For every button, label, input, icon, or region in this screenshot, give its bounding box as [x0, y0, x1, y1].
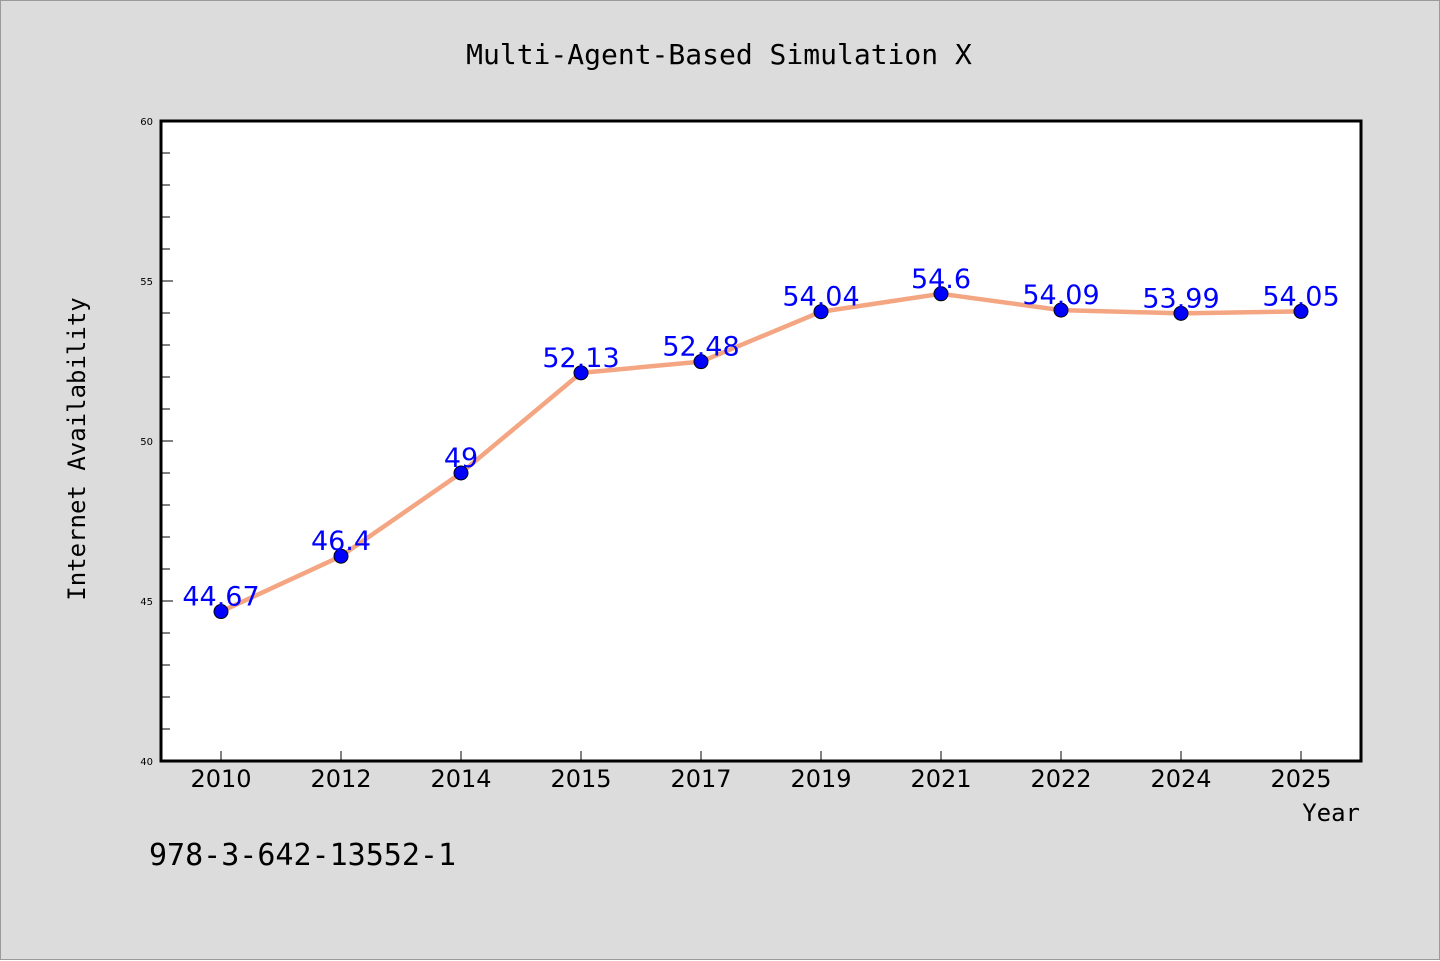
data-label: 44.67: [182, 582, 259, 613]
data-label: 54.09: [1022, 280, 1099, 311]
x-tick-label: 2014: [430, 765, 491, 793]
y-axis-label: Internet Availability: [63, 297, 91, 600]
x-tick-label: 2024: [1150, 765, 1211, 793]
data-label: 52.13: [542, 343, 619, 374]
y-tick-label: 60: [140, 117, 153, 128]
x-tick-label: 2015: [550, 765, 611, 793]
plot-frame: [159, 119, 1363, 763]
chart-title: Multi-Agent-Based Simulation X: [466, 38, 972, 71]
data-label: 54.05: [1262, 281, 1339, 312]
data-label: 46.4: [311, 526, 371, 557]
footer-isbn-text: 978-3-642-13552-1: [149, 838, 456, 873]
data-point: [213, 604, 229, 620]
data-point: [933, 286, 949, 302]
x-tick-label: 2012: [310, 765, 371, 793]
plot-area: [161, 121, 1361, 761]
data-point: [1173, 305, 1189, 321]
x-axis-label: Year: [1302, 799, 1360, 827]
y-tick-label: 55: [140, 277, 153, 288]
x-tick-label: 2017: [670, 765, 731, 793]
x-tick-label: 2019: [790, 765, 851, 793]
x-tick-label: 2021: [910, 765, 971, 793]
data-label: 54.6: [911, 264, 971, 295]
x-tick-label: 2025: [1270, 765, 1331, 793]
data-point: [813, 304, 829, 320]
y-tick-label: 45: [140, 597, 153, 608]
data-point: [573, 365, 589, 381]
data-point: [333, 548, 349, 564]
x-tick-label: 2022: [1030, 765, 1091, 793]
x-tick-label: 2010: [190, 765, 251, 793]
data-point: [1053, 302, 1069, 318]
y-tick-label: 50: [140, 437, 153, 448]
data-label: 53.99: [1142, 283, 1219, 314]
data-label: 54.04: [782, 282, 859, 313]
series-line: [218, 291, 1304, 614]
data-point: [1293, 303, 1309, 319]
y-tick-label: 40: [140, 757, 153, 768]
data-label: 49: [444, 443, 478, 474]
data-point: [453, 465, 469, 481]
data-label: 52.48: [662, 332, 739, 363]
data-point: [693, 354, 709, 370]
